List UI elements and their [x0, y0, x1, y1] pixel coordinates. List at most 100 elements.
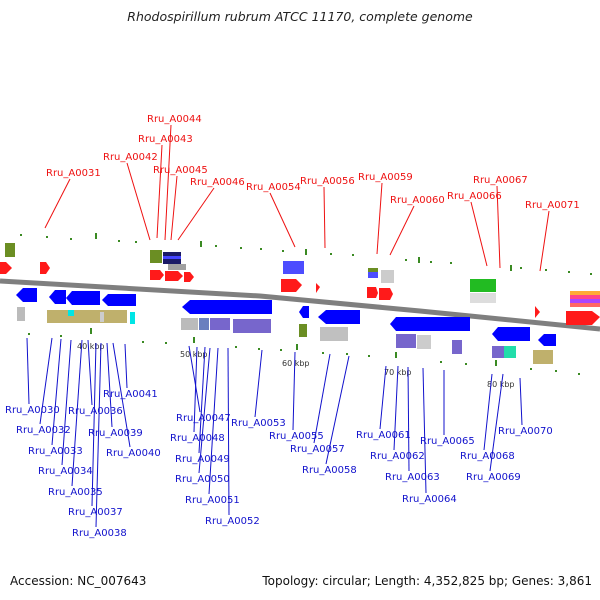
- gene-label[interactable]: Rru_A0044: [147, 114, 202, 125]
- gene-arrow-fwd: [367, 287, 378, 298]
- gene-label[interactable]: Rru_A0048: [170, 433, 225, 444]
- forward-guide-dots: [20, 233, 592, 275]
- gene-label[interactable]: Rru_A0055: [269, 431, 324, 442]
- gene-leader-line: [44, 178, 71, 229]
- reverse-guide-dots: [28, 328, 580, 375]
- gene-leader-line: [519, 377, 523, 426]
- gene-leader-line: [227, 347, 230, 516]
- gene-arrow-fwd: [165, 271, 183, 281]
- gene-box-rev: [199, 318, 209, 330]
- gene-arrow-fwd: [379, 288, 393, 300]
- gene-leader-line: [71, 339, 83, 487]
- gene-label[interactable]: Rru_A0054: [246, 182, 301, 193]
- gene-leader-line: [95, 342, 102, 528]
- gene-label[interactable]: Rru_A0041: [103, 389, 158, 400]
- gene-label[interactable]: Rru_A0061: [356, 430, 411, 441]
- gene-leader-line: [188, 345, 201, 413]
- gene-label[interactable]: Rru_A0037: [68, 507, 123, 518]
- map-title: Rhodospirillum rubrum ATCC 11170, comple…: [127, 9, 473, 24]
- gene-label[interactable]: Rru_A0034: [38, 466, 93, 477]
- gene-label[interactable]: Rru_A0038: [72, 528, 127, 539]
- gene-leader-line: [87, 339, 93, 406]
- gene-label[interactable]: Rru_A0059: [358, 172, 413, 183]
- gene-box-fwd: [570, 291, 600, 295]
- gene-label[interactable]: Rru_A0064: [402, 494, 457, 505]
- gene-box-rev: [504, 346, 516, 358]
- gene-leader-line: [198, 347, 211, 474]
- gene-label[interactable]: Rru_A0039: [88, 428, 143, 439]
- gene-label[interactable]: Rru_A0040: [106, 448, 161, 459]
- gene-leader-line: [483, 373, 493, 451]
- gene-label[interactable]: Rru_A0043: [138, 134, 193, 145]
- gene-label[interactable]: Rru_A0071: [525, 200, 580, 211]
- gene-leader-line: [323, 186, 326, 249]
- gene-box-rev: [533, 350, 553, 364]
- gene-label[interactable]: Rru_A0070: [498, 426, 553, 437]
- gene-leader-line: [26, 337, 30, 405]
- gene-label[interactable]: Rru_A0051: [185, 495, 240, 506]
- gene-label[interactable]: Rru_A0032: [16, 425, 71, 436]
- gene-label[interactable]: Rru_A0066: [447, 191, 502, 202]
- gene-label[interactable]: Rru_A0046: [190, 177, 245, 188]
- gene-label[interactable]: Rru_A0031: [46, 168, 101, 179]
- gene-label[interactable]: Rru_A0063: [385, 472, 440, 483]
- gene-leader-line: [126, 162, 151, 241]
- genome-backbone: [0, 278, 600, 332]
- gene-box-fwd: [283, 261, 304, 274]
- gene-label[interactable]: Rru_A0045: [153, 165, 208, 176]
- gene-arrow-rev: [390, 317, 470, 331]
- gene-label[interactable]: Rru_A0056: [300, 176, 355, 187]
- gene-arrow-rev: [49, 290, 66, 304]
- gene-box-rev: [299, 324, 307, 337]
- gene-arrow-fwd: [184, 272, 194, 282]
- gene-label[interactable]: Rru_A0067: [473, 175, 528, 186]
- gene-leader-line: [489, 373, 504, 472]
- gene-leader-line: [292, 351, 296, 431]
- gene-label[interactable]: Rru_A0050: [175, 474, 230, 485]
- gene-label[interactable]: Rru_A0065: [420, 436, 475, 447]
- gene-arrow-fwd: [566, 311, 600, 325]
- gene-leader-line: [198, 346, 206, 454]
- gene-arrow-fwd: [40, 262, 50, 274]
- gene-leader-line: [106, 342, 113, 428]
- gene-box-rev: [181, 318, 198, 330]
- gene-leader-line: [325, 355, 350, 465]
- gene-box-rev: [210, 318, 230, 330]
- gene-arrow-rev: [299, 306, 309, 318]
- gene-label[interactable]: Rru_A0030: [5, 405, 60, 416]
- gene-leader-line: [254, 349, 263, 418]
- gene-label[interactable]: Rru_A0052: [205, 516, 260, 527]
- gene-box-rev: [130, 312, 135, 324]
- gene-arrow-rev: [492, 327, 530, 341]
- gene-label[interactable]: Rru_A0057: [290, 444, 345, 455]
- gene-leader-line: [379, 365, 387, 430]
- gene-label[interactable]: Rru_A0035: [48, 487, 103, 498]
- gene-box-rev: [233, 319, 271, 333]
- gene-box-fwd: [570, 303, 600, 307]
- gene-leader-line: [51, 338, 62, 446]
- gene-label[interactable]: Rru_A0033: [28, 446, 83, 457]
- gene-label[interactable]: Rru_A0062: [370, 451, 425, 462]
- scale-tick-label: 80 kbp: [487, 380, 515, 389]
- gene-leader-line: [61, 339, 72, 466]
- gene-label[interactable]: Rru_A0069: [466, 472, 521, 483]
- gene-box-fwd: [368, 268, 378, 272]
- gene-label[interactable]: Rru_A0058: [302, 465, 357, 476]
- gene-label[interactable]: Rru_A0053: [231, 418, 286, 429]
- gene-leader-line: [422, 367, 427, 494]
- gene-leader-line: [170, 175, 178, 241]
- gene-box-fwd: [150, 250, 162, 263]
- gene-arrow-fwd: [316, 283, 320, 293]
- gene-label[interactable]: Rru_A0036: [68, 406, 123, 417]
- gene-leader-line: [177, 187, 215, 241]
- gene-leader-line: [313, 353, 331, 444]
- gene-box-fwd: [163, 256, 181, 259]
- gene-label[interactable]: Rru_A0060: [390, 195, 445, 206]
- gene-leader-line: [376, 182, 383, 255]
- gene-arrow-rev: [182, 300, 272, 314]
- gene-label[interactable]: Rru_A0049: [175, 454, 230, 465]
- gene-box-rev: [68, 310, 74, 316]
- gene-label[interactable]: Rru_A0068: [460, 451, 515, 462]
- gene-label[interactable]: Rru_A0042: [103, 152, 158, 163]
